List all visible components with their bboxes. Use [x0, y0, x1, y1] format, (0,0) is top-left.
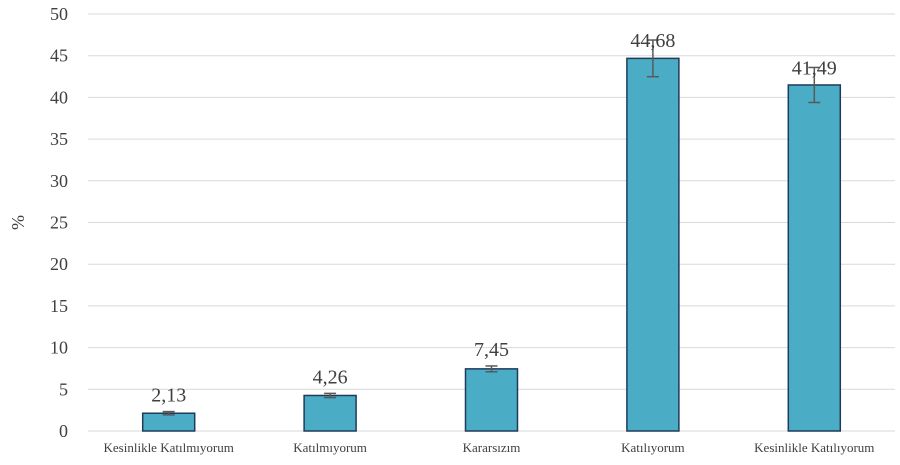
data-label: 2,13 — [151, 385, 186, 407]
y-tick-label: 5 — [59, 379, 68, 399]
bar — [141, 412, 196, 432]
y-tick-label: 10 — [50, 338, 68, 358]
y-tick-label: 50 — [50, 4, 68, 24]
y-axis-ticks: 0 5 10 15 20 25 30 35 40 45 50 — [50, 4, 68, 441]
x-category-label: Katılmıyorum — [293, 440, 367, 455]
y-tick-label: 45 — [50, 46, 68, 66]
y-tick-label: 0 — [59, 421, 68, 441]
error-bar — [324, 392, 337, 399]
bar — [787, 84, 842, 432]
y-tick-label: 35 — [50, 129, 68, 149]
data-label: 41,49 — [792, 57, 837, 79]
y-tick-label: 20 — [50, 254, 68, 274]
data-labels: 2,13 4,26 7,45 44,68 41,49 — [151, 30, 837, 407]
data-label: 44,68 — [630, 30, 675, 52]
gridlines — [88, 13, 895, 432]
bars — [141, 57, 842, 432]
error-bar — [646, 39, 659, 78]
y-tick-label: 25 — [50, 213, 68, 233]
y-axis-title: % — [8, 215, 28, 230]
y-tick-label: 30 — [50, 171, 68, 191]
bar — [464, 368, 519, 432]
bar — [303, 394, 357, 432]
error-bar — [162, 410, 175, 416]
error-bar — [485, 365, 498, 373]
x-category-label: Kesinlikle Katılıyorum — [754, 440, 874, 455]
x-category-label: Kararsızım — [463, 440, 521, 455]
y-tick-label: 40 — [50, 87, 68, 107]
data-label: 7,45 — [474, 339, 509, 361]
error-bar — [808, 66, 821, 104]
bar — [626, 57, 680, 432]
x-axis-categories: Kesinlikle Katılmıyorum Katılmıyorum Karar… — [104, 440, 875, 455]
y-tick-label: 15 — [50, 296, 68, 316]
data-label: 4,26 — [313, 366, 348, 388]
x-category-label: Katılıyorum — [621, 440, 685, 455]
error-bars — [162, 39, 821, 416]
x-category-label: Kesinlikle Katılmıyorum — [104, 440, 234, 455]
